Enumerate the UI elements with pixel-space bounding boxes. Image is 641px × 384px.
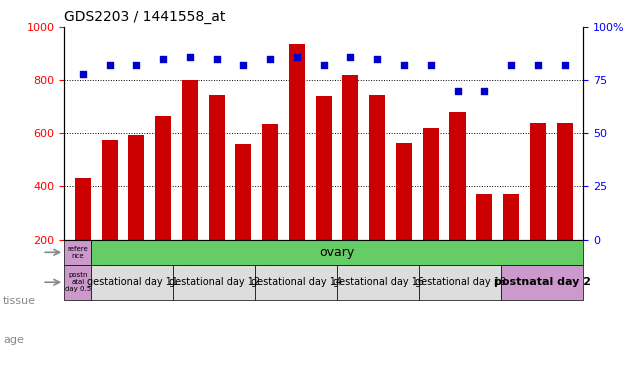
Point — [292, 54, 302, 60]
Bar — [235, 144, 251, 240]
Bar — [342, 75, 358, 240]
Bar — [501, 265, 583, 300]
Text: postn
atal
day 0.5: postn atal day 0.5 — [65, 272, 91, 292]
Text: GDS2203 / 1441558_at: GDS2203 / 1441558_at — [64, 10, 226, 25]
Point — [158, 56, 168, 62]
Bar — [208, 95, 225, 240]
Text: gestational day 16: gestational day 16 — [333, 277, 424, 287]
Bar — [255, 265, 337, 300]
Bar — [92, 265, 174, 300]
Point — [506, 62, 516, 68]
Text: gestational day 14: gestational day 14 — [251, 277, 342, 287]
Point — [185, 54, 195, 60]
Bar — [476, 194, 492, 240]
Bar — [503, 194, 519, 240]
Bar — [422, 128, 439, 240]
Point — [560, 62, 570, 68]
Point — [345, 54, 356, 60]
Bar — [419, 265, 501, 300]
Bar — [369, 95, 385, 240]
Text: refere
nce: refere nce — [67, 246, 88, 259]
Point — [104, 62, 115, 68]
Point — [426, 62, 436, 68]
Bar — [337, 265, 419, 300]
Point — [372, 56, 383, 62]
Text: gestational day 18: gestational day 18 — [415, 277, 506, 287]
Point — [533, 62, 543, 68]
Bar — [64, 240, 92, 265]
Bar — [75, 179, 91, 240]
Bar — [101, 140, 118, 240]
Point — [78, 71, 88, 77]
Bar — [128, 135, 144, 240]
Point — [238, 62, 249, 68]
Bar — [315, 96, 332, 240]
Bar — [449, 112, 465, 240]
Bar — [289, 44, 305, 240]
Bar — [64, 265, 92, 300]
Bar — [155, 116, 171, 240]
Bar — [174, 265, 255, 300]
Point — [479, 88, 490, 94]
Point — [131, 62, 142, 68]
Point — [319, 62, 329, 68]
Text: gestational day 12: gestational day 12 — [169, 277, 260, 287]
Text: gestational day 11: gestational day 11 — [87, 277, 178, 287]
Text: postnatal day 2: postnatal day 2 — [494, 277, 591, 287]
Text: tissue: tissue — [3, 296, 36, 306]
Bar — [262, 124, 278, 240]
Point — [399, 62, 409, 68]
Bar — [182, 80, 198, 240]
Bar — [556, 122, 572, 240]
Point — [453, 88, 463, 94]
Text: ovary: ovary — [320, 246, 355, 259]
Point — [212, 56, 222, 62]
Bar — [529, 122, 546, 240]
Text: age: age — [3, 335, 24, 345]
Bar — [396, 142, 412, 240]
Point — [265, 56, 275, 62]
